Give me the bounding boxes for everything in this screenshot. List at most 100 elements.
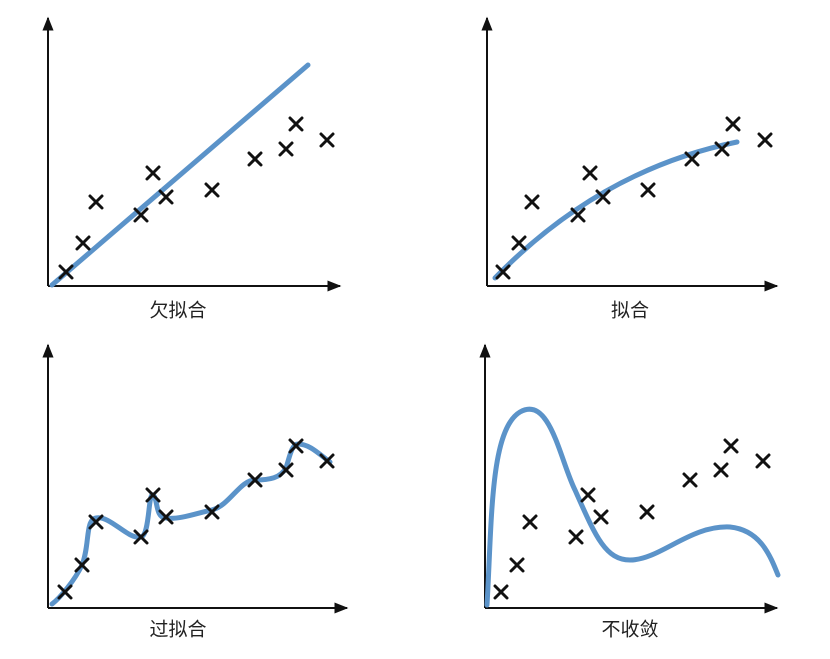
- cross-stroke: [88, 194, 104, 210]
- cross-marker: [524, 194, 540, 210]
- cross-marker: [757, 132, 773, 148]
- cross-marker: [288, 116, 304, 132]
- panel-fit: 拟合: [481, 16, 779, 322]
- cross-marker: [639, 504, 655, 520]
- caption: 不收敛: [601, 619, 658, 641]
- cross-marker: [570, 207, 586, 223]
- cross-stroke: [204, 504, 220, 520]
- cross-stroke: [568, 529, 584, 545]
- panel-overfit: 过拟合: [42, 343, 349, 641]
- cross-marker: [755, 453, 771, 469]
- cross-marker: [723, 438, 739, 454]
- cross-marker: [713, 462, 729, 478]
- panel-underfit: 欠拟合: [42, 16, 342, 322]
- cross-marker: [684, 151, 700, 167]
- cross-marker: [247, 472, 263, 488]
- cross-stroke: [713, 462, 729, 478]
- cross-marker: [75, 235, 91, 251]
- cross-stroke: [723, 438, 739, 454]
- cross-stroke: [319, 132, 335, 148]
- cross-marker: [278, 141, 294, 157]
- cross-marker: [88, 514, 104, 530]
- cross-marker: [145, 165, 161, 181]
- fit-curve: [492, 139, 740, 281]
- cross-marker: [74, 557, 90, 573]
- sample-points: [495, 116, 773, 280]
- cross-marker: [247, 151, 263, 167]
- cross-stroke: [88, 514, 104, 530]
- cross-marker: [133, 529, 149, 545]
- sample-points: [58, 116, 335, 280]
- cross-marker: [204, 504, 220, 520]
- caption: 欠拟合: [149, 300, 206, 322]
- cross-marker: [58, 264, 74, 280]
- cross-stroke: [204, 182, 220, 198]
- cross-stroke: [682, 472, 698, 488]
- cross-stroke: [639, 504, 655, 520]
- cross-stroke: [522, 514, 538, 530]
- cross-marker: [593, 509, 609, 525]
- cross-stroke: [288, 438, 304, 454]
- cross-marker: [682, 472, 698, 488]
- cross-marker: [568, 529, 584, 545]
- cross-marker: [57, 584, 73, 600]
- cross-marker: [145, 487, 161, 503]
- cross-stroke: [640, 182, 656, 198]
- cross-stroke: [757, 132, 773, 148]
- cross-stroke: [288, 116, 304, 132]
- cross-marker: [133, 207, 149, 223]
- cross-stroke: [57, 584, 73, 600]
- cross-stroke: [582, 165, 598, 181]
- cross-marker: [580, 487, 596, 503]
- cross-stroke: [74, 557, 90, 573]
- cross-marker: [725, 116, 741, 132]
- cross-stroke: [247, 472, 263, 488]
- cross-stroke: [133, 207, 149, 223]
- cross-stroke: [133, 529, 149, 545]
- cross-stroke: [595, 189, 611, 205]
- sample-points: [57, 438, 335, 600]
- cross-marker: [714, 141, 730, 157]
- cross-marker: [158, 509, 174, 525]
- cross-stroke: [725, 116, 741, 132]
- panel-diverge: 不收敛: [479, 343, 781, 641]
- cross-marker: [595, 189, 611, 205]
- cross-stroke: [158, 189, 174, 205]
- cross-marker: [158, 189, 174, 205]
- cross-stroke: [684, 151, 700, 167]
- cross-marker: [582, 165, 598, 181]
- cross-stroke: [580, 487, 596, 503]
- cross-marker: [522, 514, 538, 530]
- caption: 过拟合: [149, 619, 206, 641]
- cross-stroke: [158, 509, 174, 525]
- cross-marker: [288, 438, 304, 454]
- cross-stroke: [495, 264, 511, 280]
- sample-points: [493, 438, 771, 600]
- cross-marker: [88, 194, 104, 210]
- caption: 拟合: [611, 300, 649, 322]
- cross-stroke: [75, 235, 91, 251]
- cross-stroke: [247, 151, 263, 167]
- cross-marker: [511, 235, 527, 251]
- cross-marker: [509, 557, 525, 573]
- cross-stroke: [493, 584, 509, 600]
- cross-stroke: [278, 462, 294, 478]
- cross-marker: [640, 182, 656, 198]
- cross-marker: [319, 132, 335, 148]
- cross-marker: [495, 264, 511, 280]
- cross-stroke: [319, 453, 335, 469]
- fit-curve: [49, 62, 311, 288]
- cross-stroke: [145, 487, 161, 503]
- cross-marker: [204, 182, 220, 198]
- cross-marker: [493, 584, 509, 600]
- cross-stroke: [509, 557, 525, 573]
- cross-stroke: [524, 194, 540, 210]
- cross-stroke: [511, 235, 527, 251]
- cross-stroke: [145, 165, 161, 181]
- cross-stroke: [570, 207, 586, 223]
- cross-stroke: [593, 509, 609, 525]
- fit-curve: [484, 406, 781, 608]
- cross-stroke: [58, 264, 74, 280]
- cross-stroke: [714, 141, 730, 157]
